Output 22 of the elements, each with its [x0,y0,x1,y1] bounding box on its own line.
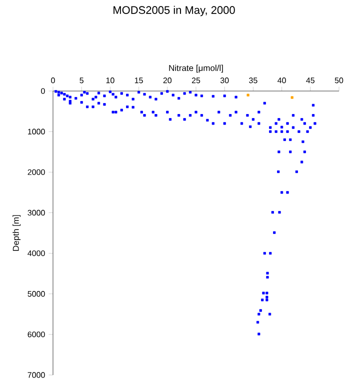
x-tick-label: 10 [106,78,114,84]
y-tick-label: 2000 [28,169,45,175]
x-tick-label: 45 [306,78,314,84]
y-axis-title: Depth [m] [12,215,21,251]
x-axis-title: Nitrate [μmol/l] [169,64,223,73]
y-tick-label: 3000 [28,210,45,216]
y-tick-label: 4000 [28,250,45,256]
y-tick-label: 5000 [28,291,45,297]
x-tick-label: 5 [80,78,84,84]
y-tick-label: 0 [41,88,45,94]
chart-title: MODS2005 in May, 2000 [114,6,235,16]
x-tick-label: 50 [334,78,344,84]
x-tick-label: 0 [51,78,55,84]
x-tick-label: 40 [278,78,286,84]
x-tick-label: 35 [249,78,258,84]
x-tick-label: 25 [192,78,200,84]
x-tick-label: 15 [134,78,143,84]
y-tick-label: 1000 [28,128,45,134]
y-tick-label: 7000 [28,372,45,378]
x-tick-label: 20 [163,78,172,84]
y-tick-label: 6000 [28,332,45,338]
x-tick-label: 30 [220,78,229,84]
